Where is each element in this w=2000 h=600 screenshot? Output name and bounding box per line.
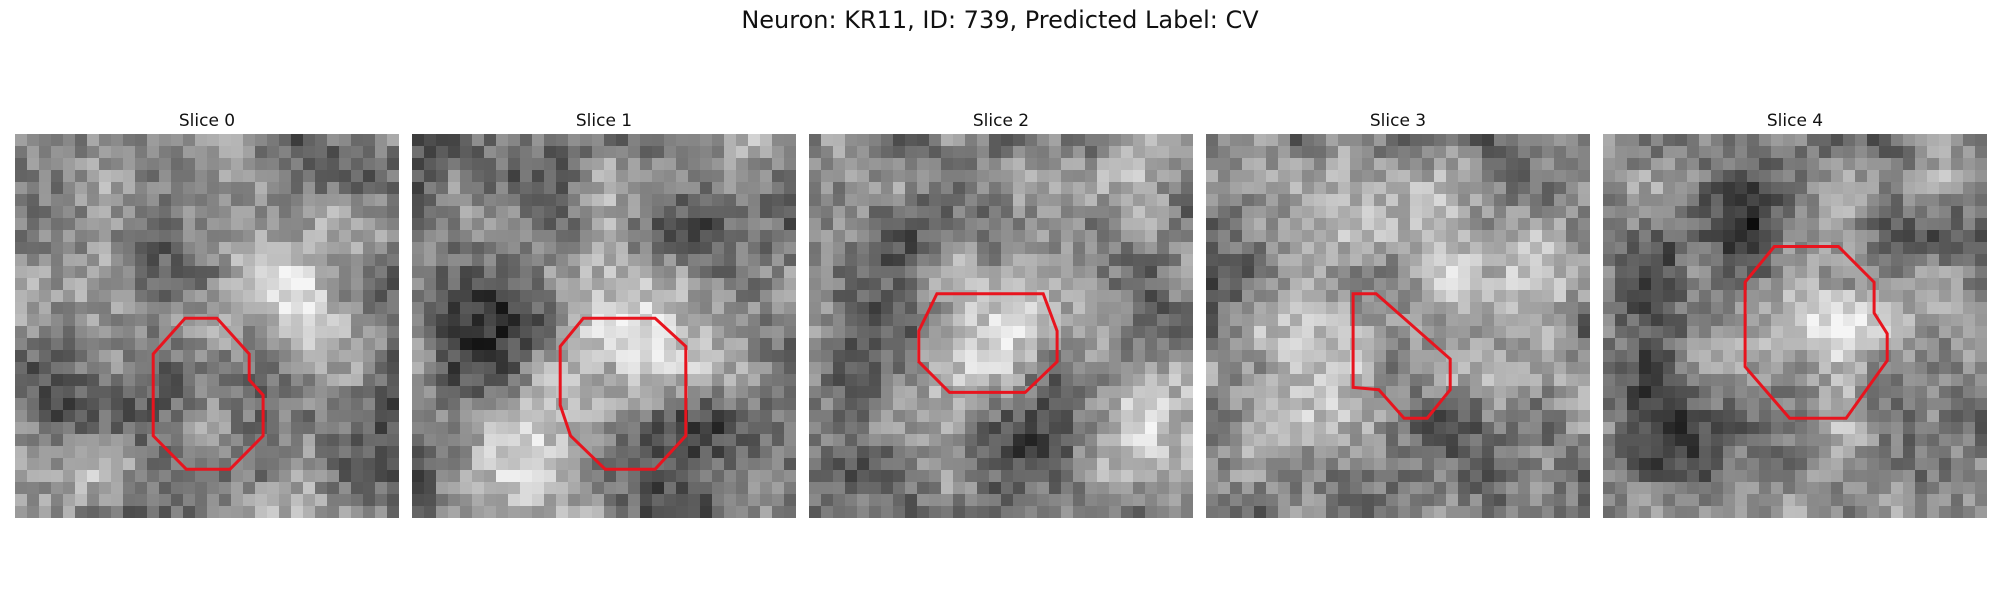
slice-image: [1603, 134, 1987, 518]
slice-title: Slice 1: [575, 111, 633, 131]
slice-panel-3: Slice 3: [1206, 108, 1590, 518]
slice-panel-4: Slice 4: [1603, 108, 1987, 518]
figure-title: Neuron: KR11, ID: 739, Predicted Label: …: [741, 6, 1259, 34]
slice-title: Slice 3: [1369, 111, 1427, 131]
roi-outline: [1743, 245, 1889, 420]
roi-outline: [917, 292, 1059, 394]
slice-image: [412, 134, 796, 518]
slice-title: Slice 4: [1766, 111, 1824, 131]
slice-image: [1206, 134, 1590, 518]
slice-title: Slice 2: [972, 111, 1030, 131]
roi-outline: [558, 316, 688, 471]
slice-panel-1: Slice 1: [412, 108, 796, 518]
slice-panel-0: Slice 0: [15, 108, 399, 518]
roi-outline: [151, 316, 265, 471]
roi-outline: [1351, 292, 1452, 420]
slice-image: [809, 134, 1193, 518]
slice-image: [15, 134, 399, 518]
slice-title: Slice 0: [178, 111, 236, 131]
slice-panel-2: Slice 2: [809, 108, 1193, 518]
